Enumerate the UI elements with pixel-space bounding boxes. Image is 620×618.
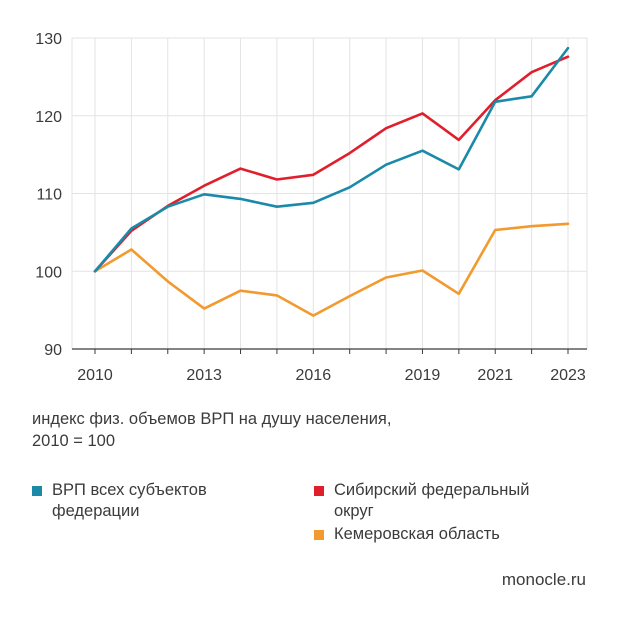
x-tick-label-2013: 2013 [186, 367, 222, 384]
tick-labels: 90 100 110 120 130 2010 2013 2016 2019 2021 2023 [35, 31, 586, 384]
y-tick-label-130: 130 [35, 31, 62, 48]
chart-caption: индекс физ. объемов ВРП на душу населени… [32, 408, 492, 452]
x-tick-label-2010: 2010 [77, 367, 113, 384]
source-label: monocle.ru [501, 570, 586, 589]
y-tick-label-120: 120 [35, 109, 62, 126]
x-tick-label-2016: 2016 [296, 367, 332, 384]
y-tick-label-90: 90 [44, 342, 62, 359]
series-line-0 [93, 46, 570, 273]
legend-item-kemerovo-line1: Кемеровская область [334, 525, 500, 543]
legend-item-sfo: Сибирский федеральный округ [334, 480, 529, 522]
axes [72, 348, 587, 354]
legend-item-sfo-line1: Сибирский федеральный [334, 481, 530, 499]
caption-line-2: 2010 = 100 [32, 432, 116, 450]
legend-item-vrp-line2: федерации [52, 502, 140, 520]
y-tick-label-100: 100 [35, 264, 62, 281]
x-tick-label-2023: 2023 [550, 367, 586, 384]
legend-item-kemerovo: Кемеровская область [334, 524, 500, 545]
y-tick-label-110: 110 [36, 187, 62, 204]
series-line-2 [93, 222, 570, 317]
x-tick-label-2021: 2021 [477, 367, 513, 384]
caption-line-1: индекс физ. объемов ВРП на душу населени… [32, 410, 392, 428]
legend-swatch-kemerovo [314, 530, 324, 540]
series-lines [93, 46, 570, 317]
legend-item-vrp-line1: ВРП всех субъектов [52, 481, 207, 499]
legend-item-sfo-line2: округ [334, 502, 374, 520]
line-chart: 90 100 110 120 130 2010 2013 2016 2019 2021 2023 [35, 31, 588, 384]
legend-item-vrp: ВРП всех субъектов федерации [52, 480, 207, 522]
series-line-1 [93, 55, 570, 273]
grid [71, 37, 588, 349]
legend-swatch-vrp [32, 486, 42, 496]
x-tick-label-2019: 2019 [405, 367, 441, 384]
legend-swatch-sfo [314, 486, 324, 496]
